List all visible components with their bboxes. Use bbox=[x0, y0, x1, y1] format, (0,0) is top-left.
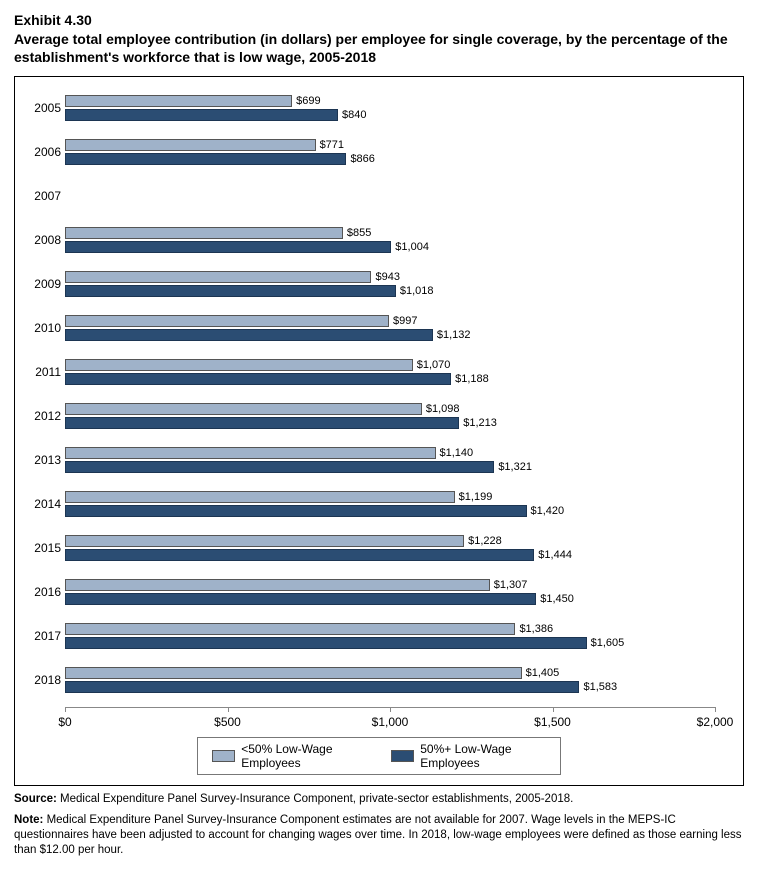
bar-value-label: $1,004 bbox=[395, 241, 429, 253]
bar-value-label: $1,386 bbox=[519, 623, 553, 635]
source-text: Medical Expenditure Panel Survey-Insuran… bbox=[57, 793, 574, 805]
bar-value-label: $1,405 bbox=[526, 667, 560, 679]
x-tick-mark bbox=[715, 707, 716, 712]
exhibit-label: Exhibit 4.30 bbox=[14, 12, 744, 28]
bar-value-label: $1,583 bbox=[583, 681, 617, 693]
bar-value-label: $866 bbox=[350, 153, 374, 165]
y-tick-label: 2014 bbox=[19, 497, 61, 511]
y-tick-label: 2017 bbox=[19, 629, 61, 643]
plot-area: 2005$699$8402006$771$86620072008$855$1,0… bbox=[65, 87, 715, 707]
bar-value-label: $840 bbox=[342, 109, 366, 121]
bar-ge50 bbox=[65, 681, 579, 693]
bar-value-label: $1,420 bbox=[531, 505, 565, 517]
bar-value-label: $943 bbox=[375, 271, 399, 283]
y-tick-label: 2015 bbox=[19, 541, 61, 555]
bar-value-label: $1,321 bbox=[498, 461, 532, 473]
bar-lt50 bbox=[65, 227, 343, 239]
bar-ge50 bbox=[65, 593, 536, 605]
y-tick-label: 2010 bbox=[19, 321, 61, 335]
y-tick-label: 2018 bbox=[19, 673, 61, 687]
x-tick-label: $500 bbox=[214, 715, 241, 729]
legend-label-ge50: 50%+ Low-Wage Employees bbox=[420, 742, 546, 770]
x-tick-label: $1,000 bbox=[372, 715, 409, 729]
bar-value-label: $1,199 bbox=[459, 491, 493, 503]
source-label: Source: bbox=[14, 793, 57, 805]
bar-ge50 bbox=[65, 153, 346, 165]
bar-lt50 bbox=[65, 271, 371, 283]
bar-value-label: $1,132 bbox=[437, 329, 471, 341]
bar-value-label: $1,307 bbox=[494, 579, 528, 591]
x-tick-label: $1,500 bbox=[534, 715, 571, 729]
bar-ge50 bbox=[65, 417, 459, 429]
chart-title: Average total employee contribution (in … bbox=[14, 30, 744, 66]
bar-value-label: $1,213 bbox=[463, 417, 497, 429]
source-note: Source: Medical Expenditure Panel Survey… bbox=[14, 792, 744, 807]
legend-swatch-lt50 bbox=[212, 750, 235, 762]
y-tick-label: 2005 bbox=[19, 101, 61, 115]
bar-ge50 bbox=[65, 505, 527, 517]
bar-ge50 bbox=[65, 373, 451, 385]
y-tick-label: 2009 bbox=[19, 277, 61, 291]
bar-value-label: $997 bbox=[393, 315, 417, 327]
x-tick-mark bbox=[65, 707, 66, 712]
bar-value-label: $1,444 bbox=[538, 549, 572, 561]
legend-item-lt50: <50% Low-Wage Employees bbox=[212, 742, 367, 770]
y-tick-label: 2012 bbox=[19, 409, 61, 423]
bar-value-label: $771 bbox=[320, 139, 344, 151]
y-tick-label: 2006 bbox=[19, 145, 61, 159]
bar-lt50 bbox=[65, 623, 515, 635]
x-tick-mark bbox=[390, 707, 391, 712]
bar-lt50 bbox=[65, 403, 422, 415]
bar-value-label: $1,450 bbox=[540, 593, 574, 605]
legend: <50% Low-Wage Employees 50%+ Low-Wage Em… bbox=[197, 737, 561, 775]
bar-lt50 bbox=[65, 579, 490, 591]
x-tick-label: $2,000 bbox=[697, 715, 734, 729]
bar-lt50 bbox=[65, 535, 464, 547]
bar-lt50 bbox=[65, 359, 413, 371]
legend-label-lt50: <50% Low-Wage Employees bbox=[241, 742, 367, 770]
bar-lt50 bbox=[65, 491, 455, 503]
legend-item-ge50: 50%+ Low-Wage Employees bbox=[391, 742, 546, 770]
bar-lt50 bbox=[65, 315, 389, 327]
y-tick-label: 2007 bbox=[19, 189, 61, 203]
footnote: Note: Medical Expenditure Panel Survey-I… bbox=[14, 813, 744, 858]
bar-value-label: $1,098 bbox=[426, 403, 460, 415]
y-tick-label: 2013 bbox=[19, 453, 61, 467]
bar-ge50 bbox=[65, 109, 338, 121]
bar-lt50 bbox=[65, 139, 316, 151]
bar-ge50 bbox=[65, 329, 433, 341]
bar-value-label: $1,140 bbox=[440, 447, 474, 459]
chart-frame: 2005 $699 $840 2006 $771 $866 2007 2008 $855 $1,0… bbox=[14, 76, 744, 786]
x-tick-mark bbox=[553, 707, 554, 712]
bar-lt50 bbox=[65, 667, 522, 679]
y-tick-label: 2008 bbox=[19, 233, 61, 247]
bar-ge50 bbox=[65, 461, 494, 473]
bar-value-label: $699 bbox=[296, 95, 320, 107]
bar-value-label: $1,605 bbox=[591, 637, 625, 649]
bar-value-label: $1,018 bbox=[400, 285, 434, 297]
x-tick-label: $0 bbox=[58, 715, 71, 729]
bar-lt50 bbox=[65, 95, 292, 107]
bar-ge50 bbox=[65, 637, 587, 649]
bar-value-label: $1,228 bbox=[468, 535, 502, 547]
bar-lt50 bbox=[65, 447, 436, 459]
legend-swatch-ge50 bbox=[391, 750, 414, 762]
bar-value-label: $1,188 bbox=[455, 373, 489, 385]
bar-ge50 bbox=[65, 241, 391, 253]
y-tick-label: 2011 bbox=[19, 365, 61, 379]
bar-value-label: $855 bbox=[347, 227, 371, 239]
note-text: Medical Expenditure Panel Survey-Insuran… bbox=[14, 814, 742, 856]
bar-ge50 bbox=[65, 285, 396, 297]
bar-value-label: $1,070 bbox=[417, 359, 451, 371]
bar-ge50 bbox=[65, 549, 534, 561]
note-label: Note: bbox=[14, 814, 43, 826]
y-tick-label: 2016 bbox=[19, 585, 61, 599]
x-tick-mark bbox=[228, 707, 229, 712]
